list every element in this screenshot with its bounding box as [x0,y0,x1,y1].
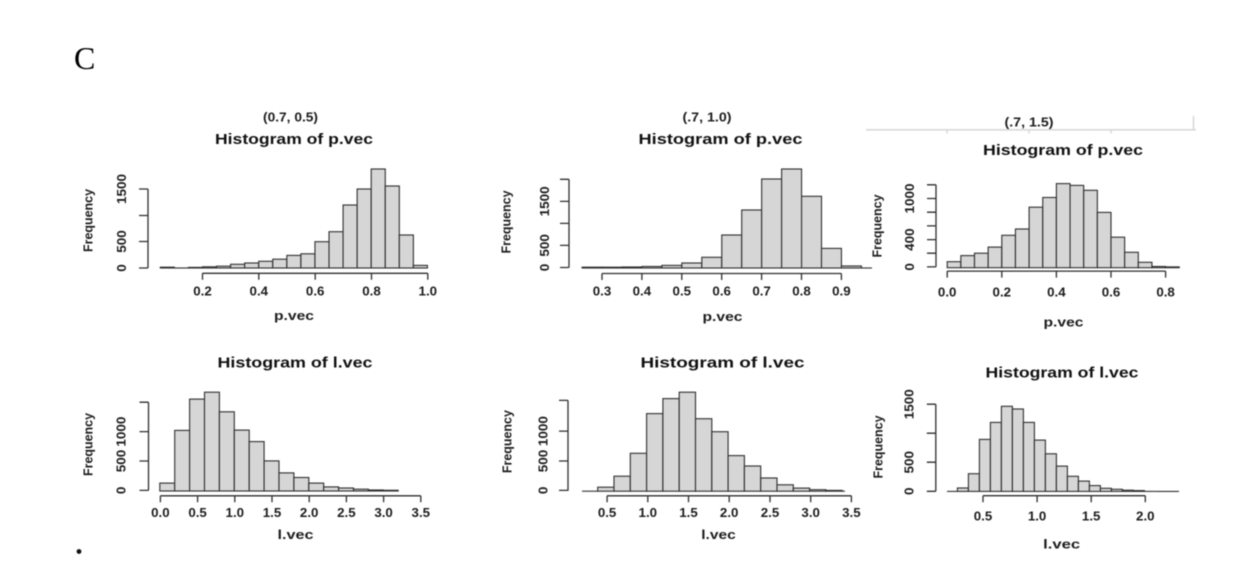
svg-text:0.7: 0.7 [752,285,771,299]
svg-text:0.6: 0.6 [306,285,325,299]
svg-text:1.0: 1.0 [1028,510,1047,524]
svg-text:Frequency: Frequency [81,413,95,476]
svg-text:0: 0 [114,487,128,495]
svg-text:0.9: 0.9 [832,285,851,299]
svg-text:0: 0 [538,264,552,272]
svg-text:2.0: 2.0 [1136,510,1155,524]
svg-text:p.vec: p.vec [274,309,314,323]
svg-text:Histogram of l.vec: Histogram of l.vec [641,355,805,372]
svg-text:1.5: 1.5 [263,506,282,520]
svg-text:500: 500 [902,451,916,474]
svg-text:(.7, 1.0): (.7, 1.0) [683,110,732,125]
svg-text:2.0: 2.0 [720,506,739,520]
svg-text:Frequency: Frequency [871,415,885,478]
svg-text:0.3: 0.3 [593,285,612,299]
svg-text:3.5: 3.5 [842,506,861,520]
svg-text:l.vec: l.vec [701,528,736,542]
svg-text:0.8: 0.8 [1156,286,1175,300]
svg-text:l.vec: l.vec [278,528,314,542]
svg-text:0: 0 [115,264,129,272]
svg-text:500: 500 [538,234,552,257]
svg-text:l.vec: l.vec [1043,538,1080,552]
svg-text:0.2: 0.2 [993,286,1012,300]
svg-text:0.8: 0.8 [362,285,381,299]
svg-text:1.0: 1.0 [419,285,438,299]
svg-text:3.0: 3.0 [801,506,820,520]
svg-text:2.5: 2.5 [761,506,780,520]
svg-text:1.0: 1.0 [226,506,245,520]
svg-text:Frequency: Frequency [870,194,884,257]
svg-text:(.7, 1.5): (.7, 1.5) [1005,115,1054,130]
svg-text:0.4: 0.4 [633,285,652,299]
svg-text:1500: 1500 [902,389,916,419]
svg-text:1000: 1000 [114,417,128,447]
svg-text:C: C [74,40,95,76]
svg-text:1500: 1500 [115,174,129,204]
svg-text:1.0: 1.0 [639,506,658,520]
svg-text:Histogram of p.vec: Histogram of p.vec [983,142,1143,159]
svg-text:Frequency: Frequency [500,410,514,473]
svg-text:1000: 1000 [903,183,917,213]
svg-text:3.0: 3.0 [374,506,393,520]
svg-text:500: 500 [115,230,129,253]
svg-text:(0.7, 0.5): (0.7, 0.5) [263,109,318,124]
svg-text:0.4: 0.4 [250,285,269,299]
svg-text:0.2: 0.2 [193,285,212,299]
svg-text:2.5: 2.5 [337,506,356,520]
svg-text:400: 400 [903,228,917,251]
svg-text:0.4: 0.4 [1047,286,1066,300]
svg-text:1.5: 1.5 [679,506,698,520]
svg-text:500: 500 [536,450,550,473]
svg-text:0.5: 0.5 [598,506,617,520]
svg-text:3.5: 3.5 [412,506,431,520]
svg-text:Histogram of l.vec: Histogram of l.vec [986,365,1139,382]
svg-text:0.6: 0.6 [712,285,731,299]
svg-text:Frequency: Frequency [81,189,95,252]
svg-text:0: 0 [902,487,916,495]
svg-text:Histogram of l.vec: Histogram of l.vec [218,355,373,372]
svg-text:2.0: 2.0 [300,506,319,520]
svg-text:p.vec: p.vec [703,310,743,324]
svg-text:0.0: 0.0 [151,506,170,520]
svg-text:500: 500 [114,450,128,473]
svg-text:1500: 1500 [538,186,552,216]
svg-text:0.8: 0.8 [792,285,811,299]
svg-text:0: 0 [536,487,550,495]
svg-text:p.vec: p.vec [1044,315,1084,329]
svg-text:1.5: 1.5 [1082,510,1101,524]
svg-text:0.5: 0.5 [673,285,692,299]
svg-text:Frequency: Frequency [499,190,513,253]
svg-text:0.5: 0.5 [188,506,207,520]
svg-text:Histogram of p.vec: Histogram of p.vec [215,131,373,148]
svg-text:0: 0 [903,263,917,271]
svg-text:0.0: 0.0 [938,286,957,300]
svg-text:0.5: 0.5 [974,510,993,524]
svg-text:1000: 1000 [536,416,550,446]
svg-text:Histogram of p.vec: Histogram of p.vec [639,131,803,148]
svg-text:0.6: 0.6 [1102,286,1121,300]
